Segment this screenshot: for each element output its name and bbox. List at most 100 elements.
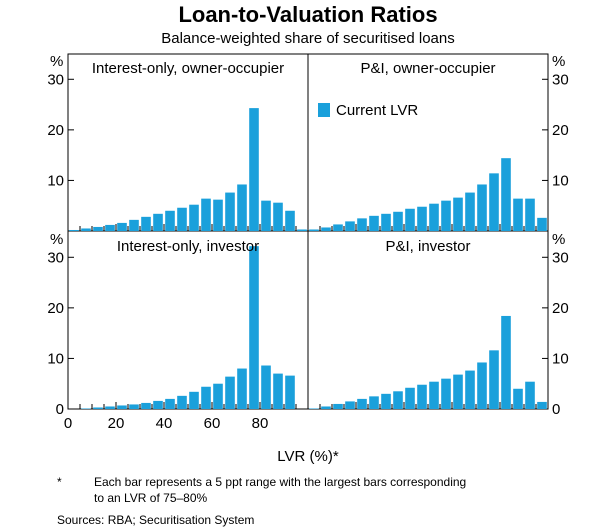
panel-title-pi-oo: P&I, owner-occupier [360, 60, 495, 77]
bar [417, 384, 427, 409]
x-axis-title: LVR (%)* [277, 448, 339, 465]
bar [273, 373, 283, 409]
bar [417, 206, 427, 231]
bar [441, 378, 451, 409]
bar [237, 184, 247, 231]
bar [345, 401, 355, 409]
bar [225, 192, 235, 231]
y-unit-left-top: % [50, 53, 63, 70]
bar [153, 400, 163, 409]
legend-label: Current LVR [336, 102, 418, 119]
bar [501, 315, 511, 409]
footnote-line-1: Each bar represents a 5 ppt range with t… [94, 475, 466, 489]
sources-note: Sources: RBA; Securitisation System [57, 513, 254, 527]
bar [429, 203, 439, 231]
bar [429, 381, 439, 409]
bar [117, 222, 127, 231]
bar [273, 202, 283, 231]
y-tick-label-right: 20 [552, 300, 569, 317]
x-tick-label: 20 [108, 415, 125, 432]
bar [333, 224, 343, 231]
bar [285, 375, 295, 409]
y-unit-left-bottom: % [50, 231, 63, 248]
y-tick-label-left: 0 [56, 401, 64, 418]
bar [333, 403, 343, 409]
bar [93, 407, 103, 409]
bar [537, 217, 547, 231]
footnote-marker: * [57, 475, 62, 489]
y-ticks-layer: 10 10 20 20 30 30 10 10 20 20 30 30 0 0 [47, 71, 568, 418]
bar [525, 381, 535, 409]
bar [465, 192, 475, 231]
bar [189, 391, 199, 409]
bar [189, 204, 199, 231]
y-tick-label-right: 30 [552, 71, 569, 88]
bar [225, 376, 235, 409]
bar [345, 221, 355, 231]
bar [297, 229, 307, 231]
y-tick-label-right: 0 [552, 401, 560, 418]
bar [489, 350, 499, 409]
bar [393, 391, 403, 409]
bar [141, 216, 151, 231]
x-tick-label: 0 [64, 415, 72, 432]
bar [477, 184, 487, 231]
bar [357, 218, 367, 231]
bar [129, 219, 139, 231]
bar [165, 398, 175, 409]
bar [69, 229, 79, 231]
bar [453, 374, 463, 409]
bar [309, 229, 319, 231]
chart-title: Loan-to-Valuation Ratios [178, 2, 437, 27]
x-ticks-layer: 0 20 40 60 80 [64, 224, 537, 432]
y-tick-label-left: 10 [47, 172, 64, 189]
footnote-line-2: to an LVR of 75–80% [94, 491, 208, 505]
bar [393, 211, 403, 231]
bar [501, 158, 511, 231]
bar [141, 402, 151, 409]
bar [405, 387, 415, 409]
bar [81, 228, 91, 231]
y-tick-label-right: 10 [552, 172, 569, 189]
x-tick-label: 60 [204, 415, 221, 432]
bar [177, 207, 187, 231]
bar [213, 199, 223, 231]
bar [237, 368, 247, 409]
bar [369, 215, 379, 231]
bar [249, 108, 259, 231]
bar [369, 396, 379, 409]
bar [201, 198, 211, 231]
bar [117, 405, 127, 409]
bar [261, 200, 271, 231]
bar [357, 398, 367, 409]
bar [465, 370, 475, 409]
bar [93, 226, 103, 231]
bar [513, 388, 523, 409]
chart-subtitle: Balance-weighted share of securitised lo… [161, 30, 455, 47]
bar [177, 395, 187, 409]
bar [441, 200, 451, 231]
y-tick-label-right: 30 [552, 249, 569, 266]
y-tick-label-left: 30 [47, 249, 64, 266]
y-tick-label-left: 30 [47, 71, 64, 88]
bar [537, 401, 547, 409]
bar [105, 406, 115, 409]
panel-title-pi-inv: P&I, investor [385, 238, 470, 255]
y-unit-right-bottom: % [552, 231, 565, 248]
y-tick-label-left: 20 [47, 122, 64, 139]
bar [261, 365, 271, 409]
bar [477, 362, 487, 409]
bar [201, 386, 211, 409]
bar [165, 210, 175, 231]
bar [213, 383, 223, 409]
y-tick-label-left: 20 [47, 300, 64, 317]
y-tick-label-right: 20 [552, 122, 569, 139]
bar [525, 198, 535, 231]
bar [81, 408, 91, 409]
y-tick-label-left: 10 [47, 350, 64, 367]
bar [381, 213, 391, 231]
bar [321, 227, 331, 231]
bar [249, 246, 259, 409]
bar [513, 198, 523, 231]
